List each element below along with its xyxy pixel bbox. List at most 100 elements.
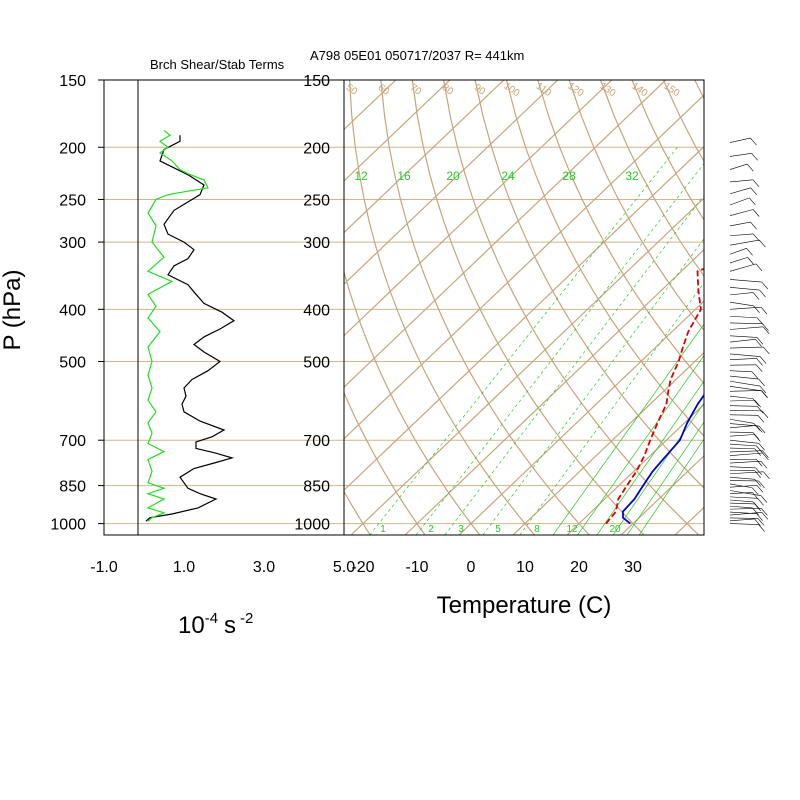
wind-barb-flag xyxy=(752,432,760,440)
wind-barb-flag xyxy=(754,400,761,408)
x-label-base: 10 xyxy=(178,612,205,639)
mixing-ratio-label-top: 20 xyxy=(446,169,460,183)
wind-barb-staff xyxy=(729,292,754,296)
wind-barb-flag xyxy=(757,406,764,414)
wind-barb-staff xyxy=(729,499,754,503)
wind-barb-staff xyxy=(729,346,764,349)
right-y-tick-label: 250 xyxy=(303,192,330,209)
wind-barb-staff xyxy=(729,239,760,246)
wind-barb-flag xyxy=(753,501,760,510)
mixing-ratio-label-bottom: 5 xyxy=(495,524,501,535)
left-x-tick-label: 5.0 xyxy=(333,559,355,576)
right-pressure-tick-labels: 150 200 250 300 400 500 700 850 1000 xyxy=(294,73,330,534)
wind-barb-flag xyxy=(753,305,760,313)
mixing-ratio-lines xyxy=(369,147,704,535)
wind-barb-staff xyxy=(729,418,754,424)
wind-barb-staff xyxy=(729,483,753,489)
wind-barb-staff xyxy=(729,279,762,283)
isotherm-line xyxy=(620,455,704,535)
skewed-isotherms xyxy=(344,80,704,535)
wind-barb-staff xyxy=(729,263,757,272)
mixing-ratio-label-bottom: 3 xyxy=(458,524,464,535)
x-label-exp2: -2 xyxy=(240,610,253,627)
wind-barb-flag xyxy=(752,487,759,495)
wind-barb-staff xyxy=(729,375,759,380)
temperature-tick-label: -10 xyxy=(405,559,428,576)
mixing-ratio-line xyxy=(612,402,704,535)
right-y-tick-label: 200 xyxy=(303,140,330,157)
wind-barb-staff xyxy=(729,395,753,399)
temperature-tick-label: -20 xyxy=(351,559,374,576)
wind-barb-flag xyxy=(757,498,764,506)
dry-adiabats xyxy=(344,80,704,535)
mixing-ratio-label-top: 32 xyxy=(625,169,639,183)
wind-barb-staff xyxy=(729,517,759,519)
left-y-tick-label: 400 xyxy=(59,302,86,319)
wind-barb-staff xyxy=(729,179,754,183)
wind-barb-flag xyxy=(760,460,768,469)
right-y-tick-label: 150 xyxy=(303,73,330,90)
wind-barb-staff xyxy=(729,326,764,330)
wind-barb-flag xyxy=(752,179,760,187)
wind-barb-flag xyxy=(762,452,769,461)
wind-barb-staff xyxy=(729,390,762,392)
isotherm-line xyxy=(344,80,667,388)
wind-barb-staff xyxy=(729,450,763,453)
wind-barb-staff xyxy=(729,335,758,338)
wind-barb-flag xyxy=(749,197,756,206)
mixing-ratio-line xyxy=(577,354,704,535)
left-y-axis-label: P (hPa) xyxy=(0,270,26,351)
dry-adiabat-line xyxy=(380,80,590,535)
mixing-ratio-labels: 12 16 20 24 28 321 2 3 5 8 12 20 xyxy=(354,169,639,535)
left-y-tick-label: 500 xyxy=(59,355,86,372)
wind-barb-staff xyxy=(729,447,755,450)
wind-barb-flag xyxy=(756,337,764,345)
wind-barb-staff xyxy=(729,399,755,402)
wind-barb-flag xyxy=(756,485,764,493)
wind-barb-flag xyxy=(751,371,759,379)
mixing-ratio-label-bottom: 8 xyxy=(534,524,540,535)
wind-barb-flag xyxy=(755,263,763,272)
wind-barb-staff xyxy=(729,434,755,437)
mixing-ratio-label-bottom: 12 xyxy=(566,524,578,535)
wind-barb-flag xyxy=(756,513,763,521)
isotherm-line xyxy=(344,80,559,285)
wind-barb-flag xyxy=(760,306,768,315)
wind-barb-flag xyxy=(762,323,769,331)
wind-barb-staff xyxy=(729,248,747,255)
wind-barb-flag xyxy=(753,233,760,242)
wind-barb-staff xyxy=(729,286,760,291)
left-y-tick-label: 850 xyxy=(59,479,86,496)
wind-barb-flag xyxy=(750,187,757,195)
wind-barb-flag xyxy=(752,209,760,217)
shear-stability-panel: 150 200 250 300 400 500 700 850 1000 -1.0 1.0 3.0 5… xyxy=(0,73,355,639)
wind-barb-flag xyxy=(756,425,763,433)
x-label-exp1: -4 xyxy=(205,610,218,627)
wind-barb-flag xyxy=(755,459,763,467)
x-label-unit: s xyxy=(224,612,236,639)
wind-barb-staff xyxy=(729,496,758,499)
mixing-ratio-label-top: 12 xyxy=(354,169,368,183)
wind-barb-flag xyxy=(759,356,767,364)
stab-term-line xyxy=(145,135,236,522)
left-y-tick-label: 200 xyxy=(59,140,86,157)
wind-barb-staff xyxy=(729,466,756,469)
wind-barb-flag xyxy=(763,346,770,355)
wind-barb-staff xyxy=(729,405,758,407)
wind-barb-flag xyxy=(759,289,766,298)
wind-barb-staff xyxy=(729,306,762,310)
wind-barb-staff xyxy=(729,386,762,392)
dry-adiabat-line xyxy=(537,80,704,385)
right-y-tick-label: 850 xyxy=(303,479,330,496)
isotherm-line xyxy=(344,80,505,234)
wind-barb-staff xyxy=(729,443,757,447)
wind-barb-flag xyxy=(754,479,762,487)
wind-barb-staff xyxy=(729,163,748,170)
dry-adiabat-line xyxy=(600,80,704,277)
wind-barb-flag xyxy=(752,507,759,516)
wind-barb-flag xyxy=(758,524,765,532)
left-x-tick-label: 3.0 xyxy=(253,559,275,576)
wind-barb-staff xyxy=(729,460,761,464)
